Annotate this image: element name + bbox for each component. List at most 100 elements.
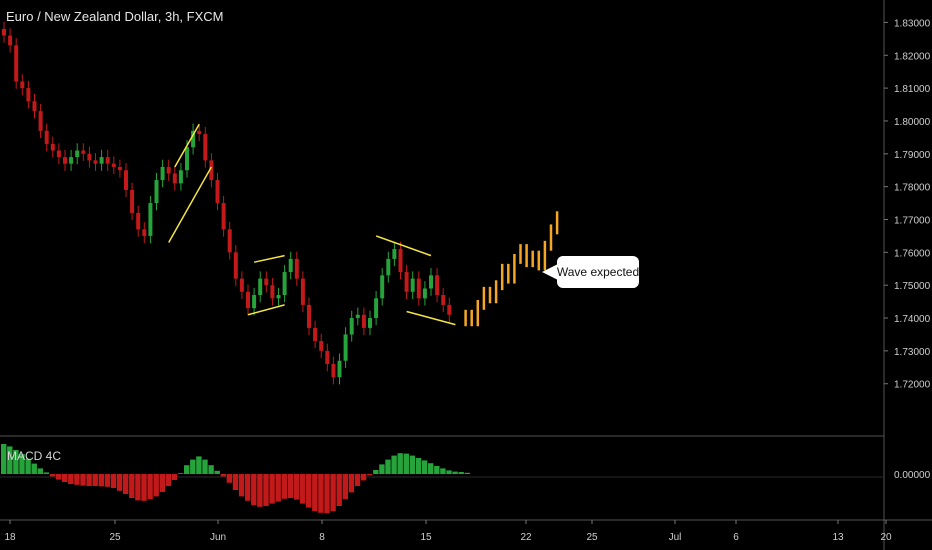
candle-body (142, 229, 147, 236)
candle-body (105, 157, 110, 164)
candle-body (447, 304, 452, 315)
macd-bar (238, 474, 245, 497)
macd-bar (434, 466, 440, 474)
price-tick-label: 1.80000 (894, 117, 931, 128)
macd-bar (190, 459, 196, 474)
macd-bar (318, 474, 324, 513)
candle-body (422, 288, 427, 299)
macd-bar (403, 453, 409, 474)
price-tick-label: 1.77000 (894, 215, 931, 226)
candle-body (276, 295, 281, 299)
candle-body (337, 360, 342, 378)
macd-bar (385, 459, 391, 474)
pattern-rising-wedge-line[interactable] (174, 123, 200, 168)
macd-bar (129, 474, 135, 498)
macd-bar (367, 474, 373, 476)
macd-bar (342, 474, 348, 500)
candle-body (398, 249, 403, 273)
candle-body (264, 278, 269, 286)
candle-body (374, 298, 379, 319)
time-tick-label: 25 (586, 532, 598, 543)
pattern-flag-line[interactable] (247, 304, 285, 316)
macd-bar (110, 474, 117, 488)
candle-body (32, 101, 37, 112)
candle-body (148, 203, 153, 236)
candle-body (130, 189, 135, 213)
macd-bar (43, 472, 50, 474)
macd-bar (104, 474, 111, 487)
macd-bar (324, 474, 330, 514)
time-tick-label: 25 (109, 532, 121, 543)
macd-bar (214, 470, 220, 474)
candle-body (20, 81, 25, 89)
candle-body (178, 170, 183, 184)
candle-body (166, 166, 171, 174)
price-axis[interactable]: 1.83000 1.82000 1.81000 1.80000 1.79000 1.780… (884, 18, 931, 391)
time-tick-label: 22 (520, 532, 532, 543)
time-axis[interactable]: 18 25 Jun 8 15 22 25 Jul 6 13 20 (4, 520, 892, 543)
macd-bar (165, 474, 172, 486)
macd-bar (141, 474, 147, 501)
macd-tick-label: 0.00000 (894, 470, 931, 481)
candle-body (325, 350, 330, 365)
candle-body (185, 147, 189, 171)
macd-bar (13, 450, 19, 474)
time-tick-label: 15 (420, 532, 432, 543)
macd-bar (452, 471, 458, 474)
candle-body (160, 166, 165, 181)
candle-body (239, 278, 244, 292)
price-tick-label: 1.75000 (894, 281, 931, 292)
candle-body (300, 278, 305, 305)
candle-body (50, 143, 55, 151)
candle-body (313, 327, 318, 342)
macd-bar (251, 474, 257, 506)
macd-bar (464, 472, 470, 474)
macd-bar (7, 446, 13, 474)
macd-bar (391, 455, 397, 474)
candle-body (172, 173, 177, 184)
time-tick-label: Jul (669, 532, 682, 543)
candle-body (282, 272, 287, 296)
price-tick-label: 1.76000 (894, 248, 931, 259)
chart-title: Euro / New Zealand Dollar, 3h, FXCM (6, 9, 224, 24)
macd-bar (62, 474, 68, 482)
candle-body (117, 166, 122, 171)
candle-body (63, 157, 67, 164)
candle-body (270, 285, 275, 299)
macd-bar (275, 474, 281, 502)
macd-bar (98, 474, 104, 487)
macd-bar (360, 474, 367, 481)
macd-bar (92, 474, 98, 486)
pattern-descending-channel-line[interactable] (406, 310, 456, 326)
price-tick-label: 1.72000 (894, 380, 931, 391)
macd-bar (123, 474, 129, 494)
candle-body (99, 157, 104, 164)
pattern-rising-wedge-line[interactable] (168, 166, 213, 243)
candle-body (252, 295, 257, 309)
macd-bar (208, 465, 214, 474)
macd-bar (293, 474, 300, 500)
candle-body (75, 150, 80, 158)
candle-body (215, 180, 220, 204)
pattern-flag-line[interactable] (253, 254, 285, 263)
macd-bar (409, 455, 416, 474)
candle-body (44, 130, 49, 144)
pattern-descending-channel-line[interactable] (375, 235, 432, 257)
projection-series (464, 211, 559, 327)
candle-body (227, 229, 232, 253)
macd-bar (312, 474, 318, 512)
price-tick-label: 1.83000 (894, 18, 931, 29)
macd-bar (49, 474, 56, 477)
macd-bar (202, 459, 208, 474)
macd-bar (37, 468, 43, 474)
candle-body (2, 28, 6, 36)
candle-body (380, 275, 385, 299)
macd-bar (74, 474, 80, 485)
candle-body (294, 258, 299, 279)
macd-bar (25, 458, 31, 474)
pattern-lines (168, 123, 456, 326)
macd-bar (263, 474, 269, 506)
time-tick-label: 8 (319, 532, 325, 543)
macd-label: MACD 4C (7, 449, 62, 463)
